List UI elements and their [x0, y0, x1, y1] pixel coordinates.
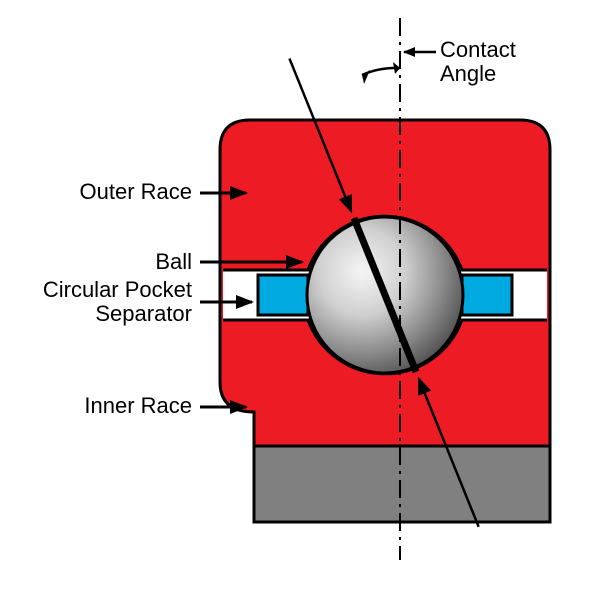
label-separator-l2: Separator: [95, 301, 192, 326]
label-separator-l1: Circular Pocket: [43, 277, 192, 302]
separator-left: [258, 275, 308, 315]
label-contact-angle-l2: Angle: [440, 61, 496, 86]
label-outer-race: Outer Race: [80, 180, 193, 204]
label-contact-angle: Contact Angle: [440, 38, 516, 86]
separator-right: [462, 275, 512, 315]
bearing-diagram: Contact Angle Outer Race Ball Circular P…: [0, 0, 600, 600]
label-inner-race: Inner Race: [84, 394, 192, 418]
label-separator: Circular Pocket Separator: [43, 278, 192, 326]
base-plate: [254, 446, 550, 522]
label-contact-angle-l1: Contact: [440, 37, 516, 62]
label-ball: Ball: [155, 250, 192, 274]
